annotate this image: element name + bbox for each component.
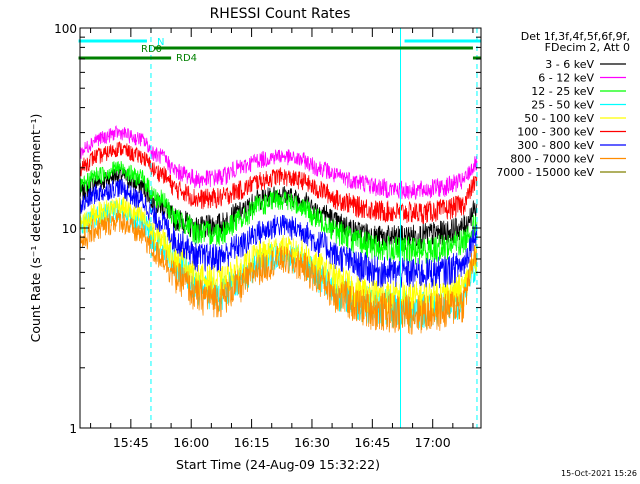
y-tick-label-2: 100 <box>54 22 77 36</box>
y-tick-label-1: 10 <box>62 222 77 236</box>
legend-label-7: 800 - 7000 keV <box>510 153 594 166</box>
legend-header-line-1: Det 1f,3f,4f,5f,6f,9f, <box>521 30 630 43</box>
legend-label-5: 100 - 300 keV <box>517 126 594 139</box>
series-line-2 <box>79 161 478 265</box>
x-tick-label-0: 15:45 <box>113 435 149 450</box>
x-tick-label-4: 16:45 <box>354 435 390 450</box>
axis-layer: 1 10 100 15:45 16:00 16:15 16:30 16:45 17:00 <box>54 22 481 450</box>
legend-label-0: 3 - 6 keV <box>545 58 594 71</box>
chart-title: RHESSI Count Rates <box>210 6 351 22</box>
series-line-6 <box>79 178 478 289</box>
trace-layer <box>79 125 478 335</box>
series-line-1 <box>79 125 478 200</box>
legend-label-3: 25 - 50 keV <box>531 99 594 112</box>
overlay-layer: RD0 RD4 N <box>78 28 481 428</box>
legend-header-line-2: FDecim 2, Att 0 <box>545 41 630 54</box>
series-line-5 <box>79 141 478 225</box>
flag-label-rd4: RD4 <box>176 53 197 64</box>
date-stamp: 15-Oct-2021 15:26 <box>561 469 637 478</box>
legend-label-8: 7000 - 15000 keV <box>496 166 594 179</box>
x-tick-label-5: 17:00 <box>415 435 451 450</box>
x-tick-label-3: 16:30 <box>294 435 330 450</box>
series-line-7 <box>79 209 478 335</box>
legend-label-1: 6 - 12 keV <box>538 72 594 85</box>
x-tick-label-2: 16:15 <box>234 435 270 450</box>
x-tick-label-1: 16:00 <box>173 435 209 450</box>
legend-label-4: 50 - 100 keV <box>524 112 594 125</box>
legend-label-6: 300 - 800 keV <box>517 139 594 152</box>
y-tick-label-0: 1 <box>69 422 77 436</box>
flag-label-rd0: RD0 <box>141 44 162 55</box>
flag-label-n: N <box>157 37 164 48</box>
x-axis-label: Start Time (24-Aug-09 15:32:22) <box>176 457 380 472</box>
legend-label-2: 12 - 25 keV <box>531 85 594 98</box>
y-axis-label: Count Rate (s⁻¹ detector segment⁻¹) <box>28 114 43 343</box>
legend: Det 1f,3f,4f,5f,6f,9f,FDecim 2, Att 0 3 -… <box>496 30 630 179</box>
